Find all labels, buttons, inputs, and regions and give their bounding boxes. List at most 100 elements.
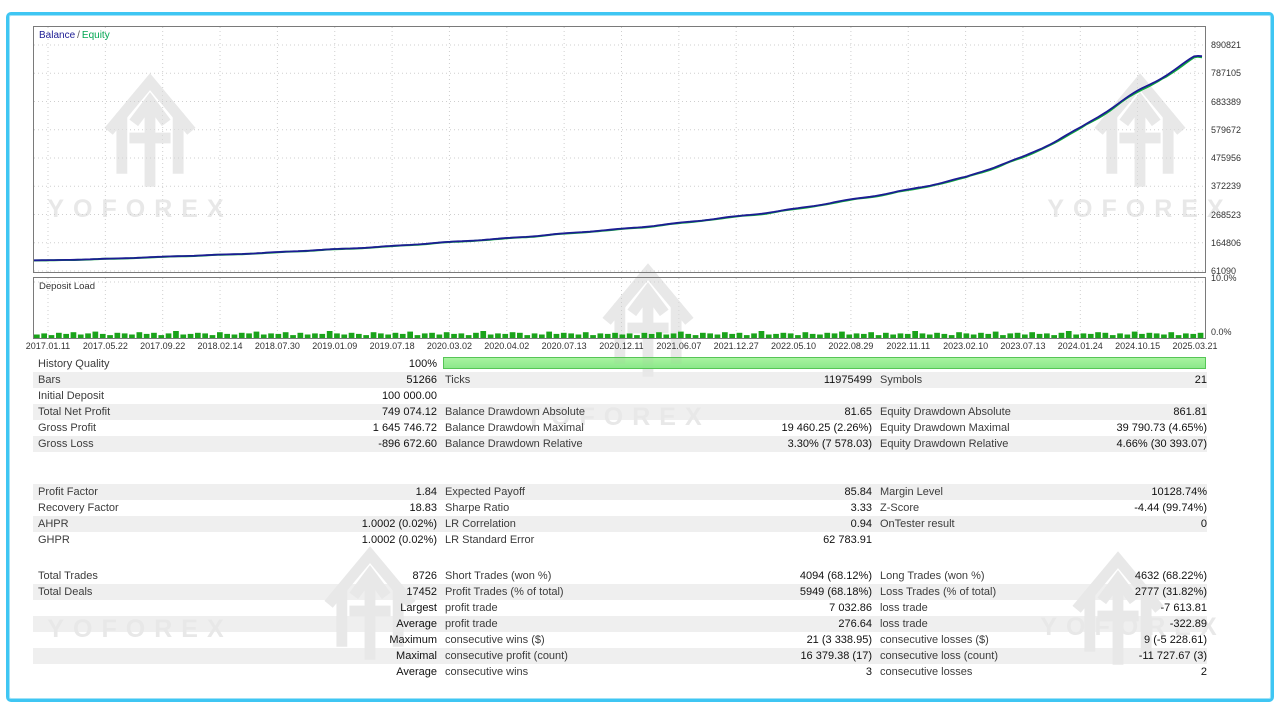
deposit-load-bar (839, 331, 845, 338)
y-axis-tick-label: 683389 (1211, 96, 1242, 107)
chart-legend: Balance / Equity (39, 30, 110, 41)
balance-equity-chart-panel: Balance / Equity (33, 26, 1206, 273)
stats-row: Average profit trade 276.64 loss trade -322.… (33, 616, 1207, 632)
stat-value: 16 379.38 (17) (800, 650, 872, 662)
deposit-load-bar (429, 332, 435, 338)
deposit-load-bar (1131, 331, 1138, 338)
y-axis-tick-label: 164806 (1211, 237, 1242, 248)
deposit-load-bar (1153, 333, 1160, 338)
deposit-load-bar (326, 331, 333, 338)
deposit-load-bar (260, 334, 267, 338)
stat-label: Equity Drawdown Maximal (880, 422, 1010, 434)
stat-label: consecutive wins (445, 666, 529, 678)
stat-value: 3 (865, 666, 872, 678)
stat-label: Gross Loss (38, 438, 94, 450)
deposit-load-bar (107, 335, 113, 338)
deposit-load-bar (963, 333, 970, 338)
stat-label: Margin Level (880, 486, 943, 498)
deposit-load-bar (378, 333, 384, 338)
x-axis-tick-label: 2022.08.29 (828, 341, 874, 351)
deposit-load-bar (700, 332, 706, 338)
stat-label: profit trade (445, 602, 498, 614)
deposit-load-bar (604, 333, 611, 338)
deposit-load-bar (663, 334, 670, 338)
deposit-load-bar (34, 334, 40, 338)
deposit-load-bar (48, 335, 55, 338)
deposit-load-bar (992, 331, 999, 338)
stat-label: Bars (38, 374, 61, 386)
deposit-load-bar (334, 333, 340, 338)
stat-value: -11 727.67 (3) (1138, 650, 1207, 662)
x-axis-tick-label: 2023.02.10 (943, 341, 989, 351)
deposit-load-bar (63, 333, 69, 338)
deposit-load-bar (714, 334, 721, 338)
deposit-load-bar (553, 333, 560, 338)
stats-row: History Quality 100% (33, 356, 1207, 372)
deposit-load-bar (678, 331, 684, 338)
deposit-load-bar (722, 332, 728, 338)
deposit-load-bar (202, 333, 208, 338)
stats-row: Gross Loss -896 672.60 Balance Drawdown Re… (33, 436, 1207, 452)
deposit-load-bar (165, 333, 172, 338)
stat-value: 4.66% (30 393.07) (1116, 438, 1207, 450)
deposit-load-bar (209, 335, 216, 338)
deposit-load-bar (217, 332, 223, 338)
stat-value: Maximal (396, 650, 437, 662)
deposit-load-bar (136, 332, 143, 338)
deposit-load-bar (407, 331, 413, 338)
deposit-load-bar (85, 333, 91, 338)
deposit-load-bar (626, 333, 633, 338)
deposit-load-bar (129, 334, 135, 338)
stat-label: GHPR (38, 534, 70, 546)
stat-label: Equity Drawdown Absolute (880, 406, 1011, 418)
stat-value: 100 000.00 (381, 390, 437, 402)
stat-value: 1.0002 (0.02%) (361, 534, 437, 546)
x-axis-tick-label: 2020.03.02 (426, 341, 472, 351)
stats-row: Recovery Factor 18.83 Sharpe Ratio 3.33 Z-Sc… (33, 500, 1207, 516)
deposit-load-bar (480, 331, 487, 338)
stat-value: 1.0002 (0.02%) (361, 518, 437, 530)
deposit-load-bar (1161, 334, 1167, 338)
stats-row: Largest profit trade 7 032.86 loss trade -7 … (33, 600, 1207, 616)
deposit-load-bar (729, 333, 735, 338)
legend-separator: / (77, 30, 80, 41)
deposit-load-bar (443, 332, 450, 338)
deposit-load-bar (868, 332, 874, 338)
stat-value: Maximum (389, 634, 437, 646)
stat-value: 4094 (68.12%) (799, 570, 872, 582)
deposit-load-bar (926, 334, 933, 338)
history-quality-bar (443, 357, 1206, 369)
stat-value: Average (396, 618, 437, 630)
stats-row: Maximal consecutive profit (count) 16 379.… (33, 648, 1207, 664)
deposit-axis-tick-label: 0.0% (1211, 327, 1232, 337)
stat-label: loss trade (880, 618, 928, 630)
deposit-load-bar (195, 332, 201, 338)
deposit-load-bar (1095, 332, 1101, 338)
deposit-load-bar (524, 335, 531, 338)
deposit-load-bar (77, 334, 84, 338)
deposit-load-bar (246, 333, 252, 338)
deposit-load-bar (487, 334, 494, 338)
stat-label: Balance Drawdown Maximal (445, 422, 584, 434)
deposit-load-bar (656, 332, 662, 338)
deposit-load-bar (385, 334, 391, 338)
deposit-load-bar (173, 331, 179, 338)
stats-row: Bars 51266 Ticks 11975499 Symbols 21 (33, 372, 1207, 388)
x-axis-tick-label: 2023.07.13 (1000, 341, 1046, 351)
deposit-load-bar (560, 332, 567, 338)
deposit-load-bar (465, 335, 472, 338)
deposit-load-bar (1073, 334, 1079, 338)
stats-row: Maximum consecutive wins ($) 21 (3 338.95)… (33, 632, 1207, 648)
deposit-load-bar (648, 333, 655, 338)
deposit-load-bar (319, 333, 326, 338)
stat-label: Gross Profit (38, 422, 97, 434)
stat-value: 3.30% (7 578.03) (787, 438, 872, 450)
deposit-load-bar (575, 334, 582, 338)
deposit-load-bar (414, 335, 421, 338)
stat-value: 10128.74% (1151, 486, 1207, 498)
deposit-load-bar (875, 335, 882, 338)
stat-value: 19 460.25 (2.26%) (781, 422, 872, 434)
deposit-load-bar (978, 332, 984, 338)
deposit-load-bar (1007, 333, 1014, 338)
stat-label: consecutive profit (count) (445, 650, 568, 662)
